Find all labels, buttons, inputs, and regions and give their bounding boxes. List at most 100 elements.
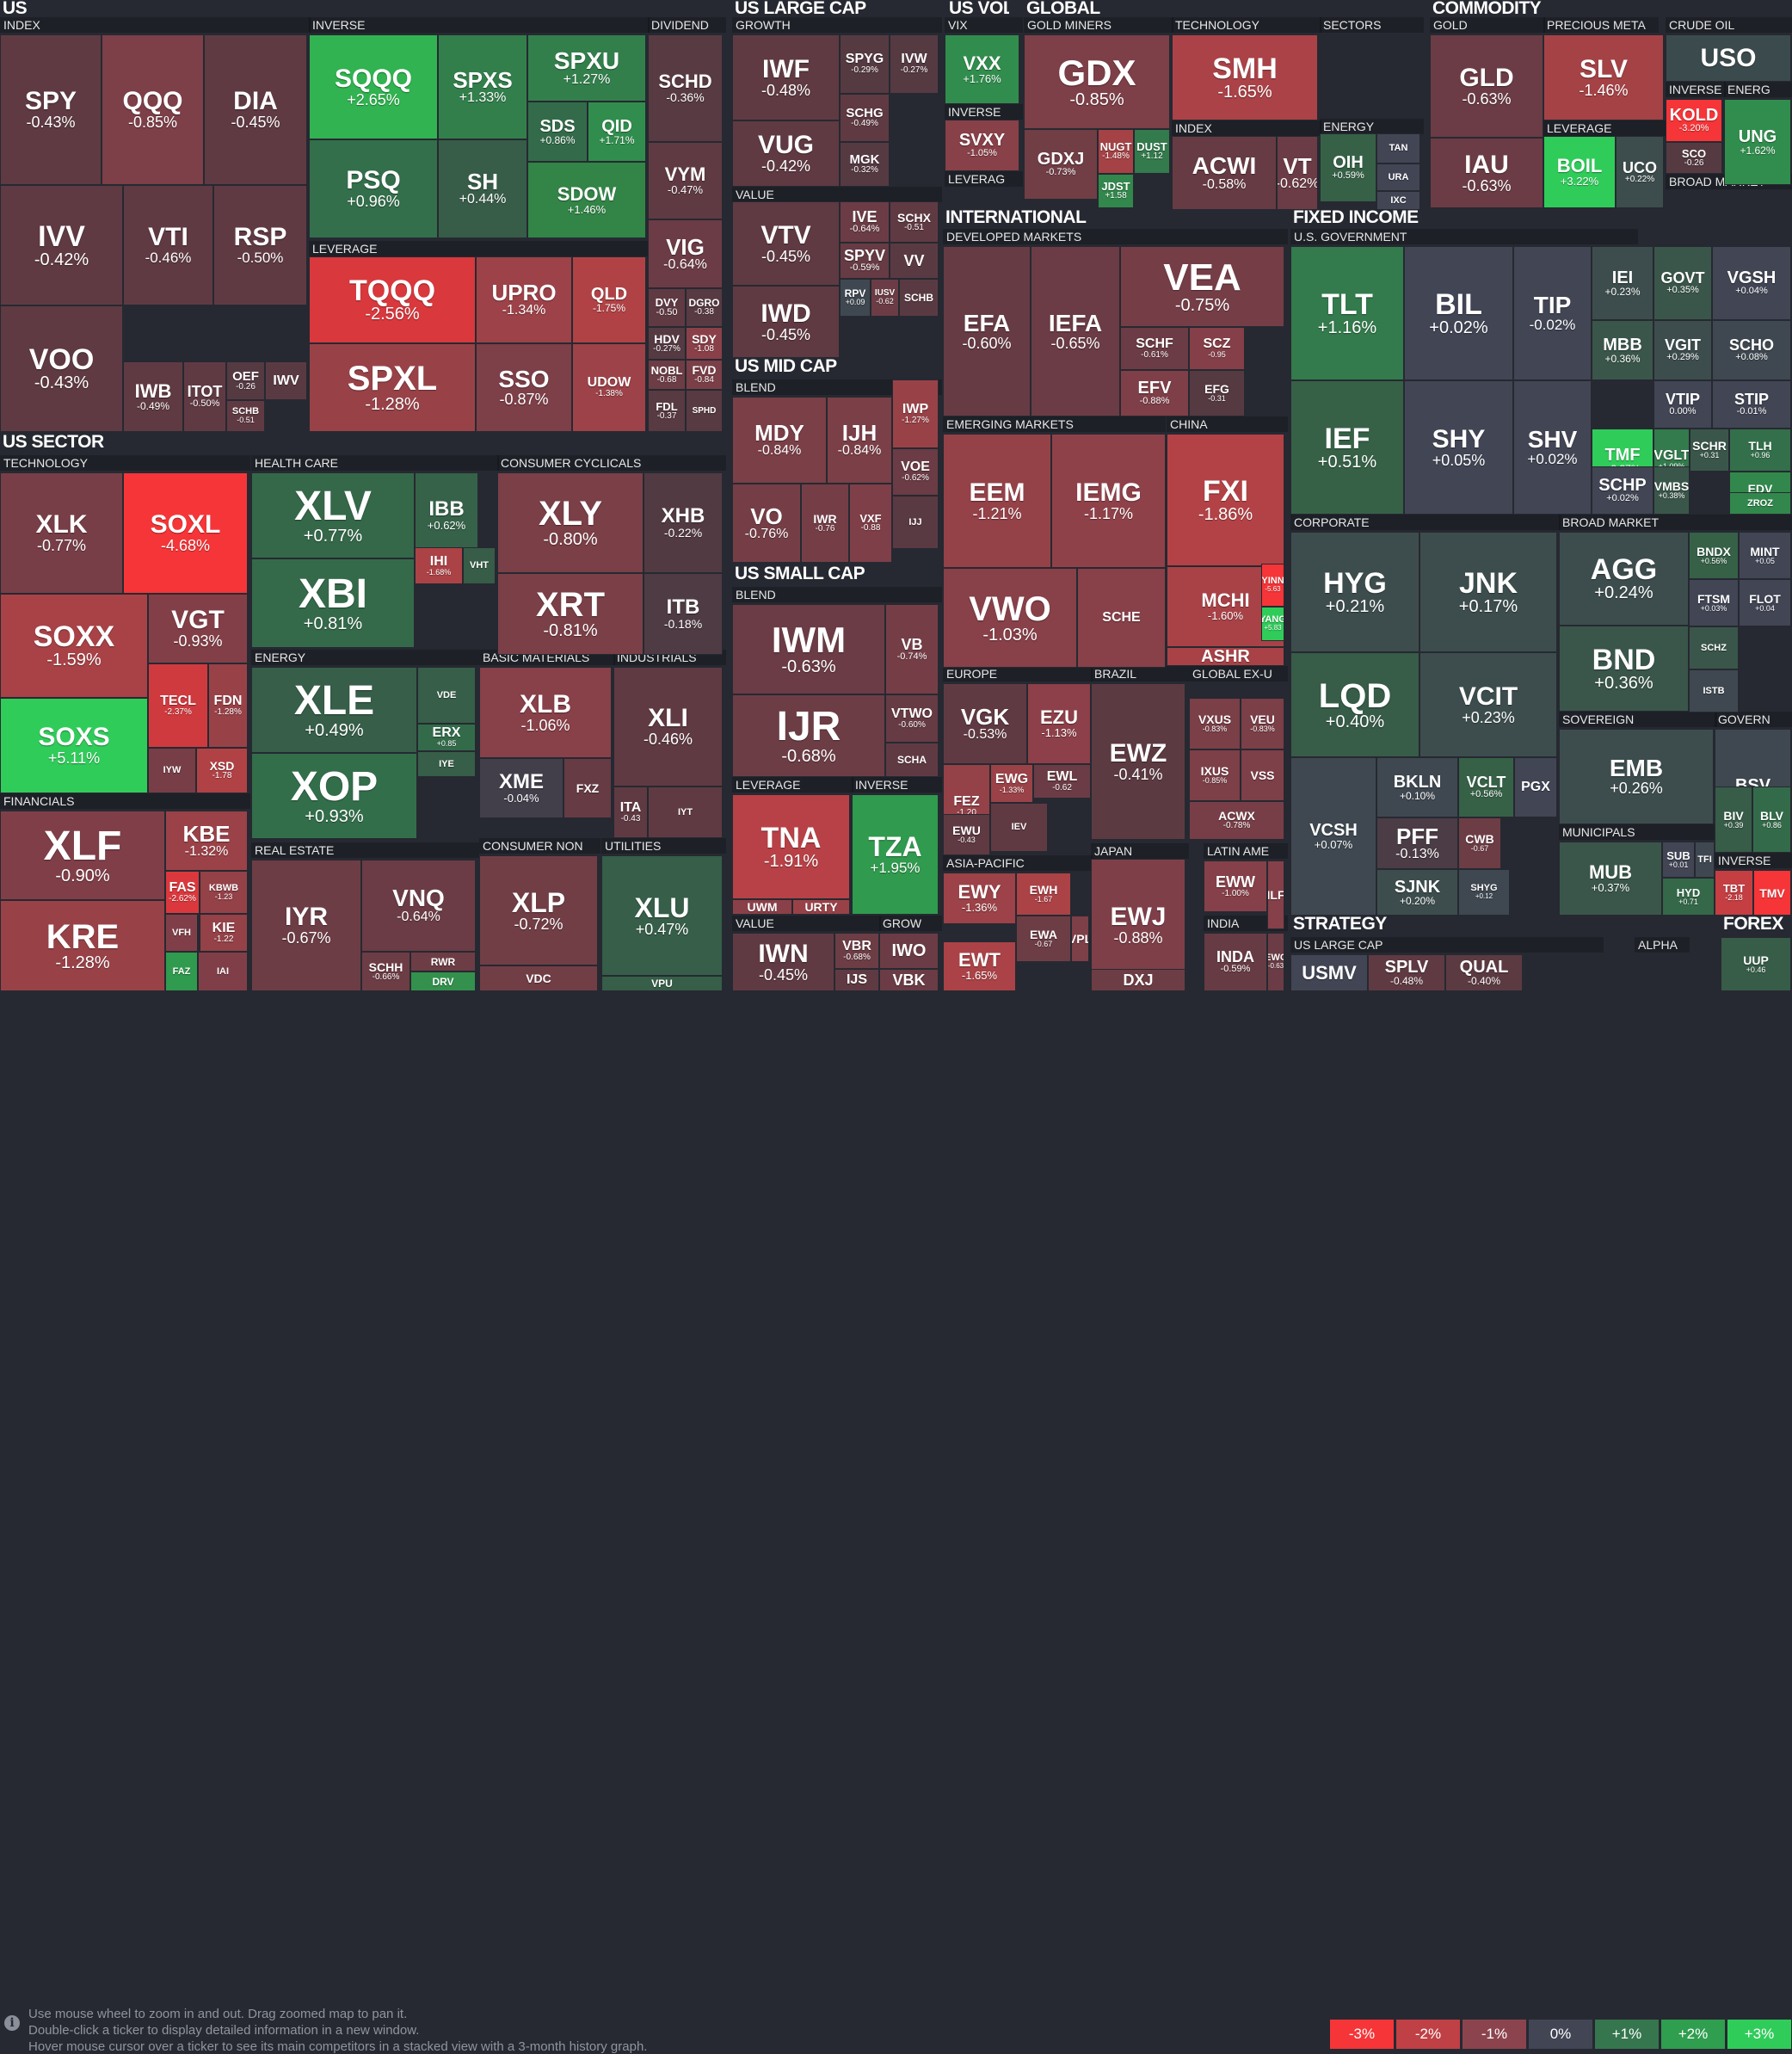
ticker-tile-vbr[interactable]: VBR -0.68% bbox=[834, 933, 879, 969]
ticker-tile-schb[interactable]: SCHB bbox=[899, 279, 939, 317]
ticker-tile-tecl[interactable]: TECL -2.37% bbox=[148, 663, 208, 748]
ticker-tile-vbk[interactable]: VBK bbox=[879, 969, 939, 991]
ticker-tile-kre[interactable]: KRE -1.28% bbox=[0, 900, 165, 991]
ticker-tile-efg[interactable]: EFG -0.31 bbox=[1189, 370, 1245, 416]
ticker-tile-scha[interactable]: SCHA bbox=[885, 743, 939, 777]
ticker-tile-sso[interactable]: SSO -0.87% bbox=[476, 343, 572, 432]
ticker-tile-sco[interactable]: SCO -0.26 bbox=[1666, 142, 1722, 174]
ticker-tile-mint[interactable]: MINT +0.05 bbox=[1739, 532, 1791, 579]
ticker-tile-qid[interactable]: QID +1.71% bbox=[588, 102, 646, 162]
ticker-tile-hyd[interactable]: HYD +0.71 bbox=[1662, 878, 1715, 916]
ticker-tile-iev[interactable]: IEV bbox=[990, 803, 1048, 852]
ticker-tile-jnk[interactable]: JNK +0.17% bbox=[1419, 532, 1557, 652]
ticker-tile-xrt[interactable]: XRT -0.81% bbox=[497, 573, 644, 655]
ticker-tile-iemg[interactable]: IEMG -1.17% bbox=[1051, 434, 1166, 568]
ticker-tile-ftsm[interactable]: FTSM +0.03% bbox=[1689, 579, 1739, 626]
ticker-tile-iwo[interactable]: IWO bbox=[879, 933, 939, 969]
ticker-tile-vxus[interactable]: VXUS -0.83% bbox=[1189, 698, 1241, 749]
ticker-tile-qld[interactable]: QLD -1.75% bbox=[572, 256, 646, 343]
ticker-tile-drv[interactable]: DRV bbox=[410, 971, 476, 991]
ticker-tile-vxf[interactable]: VXF -0.88 bbox=[849, 484, 892, 563]
ticker-tile-kbwb[interactable]: KBWB -1.23 bbox=[200, 871, 248, 914]
ticker-tile-ewh[interactable]: EWH -1.67 bbox=[1016, 873, 1071, 916]
ticker-tile-spxs[interactable]: SPXS +1.33% bbox=[438, 34, 527, 139]
ticker-tile-vtv[interactable]: VTV -0.45% bbox=[732, 201, 840, 286]
ticker-tile-ewy[interactable]: EWY -1.36% bbox=[943, 873, 1016, 924]
ticker-tile-vfh[interactable]: VFH bbox=[165, 914, 198, 952]
ticker-tile-itb[interactable]: ITB -0.18% bbox=[644, 573, 723, 655]
ticker-tile-nobl[interactable]: NOBL -0.68 bbox=[648, 360, 686, 390]
ticker-tile-ewl[interactable]: EWL -0.62 bbox=[1033, 764, 1091, 799]
ticker-tile-biv[interactable]: BIV +0.39 bbox=[1715, 786, 1752, 853]
ticker-tile-iwb[interactable]: IWB -0.49% bbox=[123, 361, 183, 432]
ticker-tile-udow[interactable]: UDOW -1.38% bbox=[572, 343, 646, 432]
ticker-tile-shyg[interactable]: SHYG +0.12 bbox=[1458, 869, 1510, 916]
ticker-tile-tmv[interactable]: TMV bbox=[1753, 870, 1791, 916]
ticker-tile-ewz[interactable]: EWZ -0.41% bbox=[1091, 683, 1185, 840]
ticker-tile-vxx[interactable]: VXX +1.76% bbox=[945, 34, 1019, 104]
ticker-tile-voo[interactable]: VOO -0.43% bbox=[0, 305, 123, 432]
ticker-tile-oih[interactable]: OIH +0.59% bbox=[1320, 133, 1376, 202]
ticker-tile-iai[interactable]: IAI bbox=[198, 952, 248, 991]
ticker-tile-iyr[interactable]: IYR -0.67% bbox=[251, 860, 361, 991]
ticker-tile-ivw[interactable]: IVW -0.27% bbox=[890, 34, 939, 94]
ticker-tile-emb[interactable]: EMB +0.26% bbox=[1559, 729, 1714, 824]
ticker-tile-soxl[interactable]: SOXL -4.68% bbox=[123, 472, 248, 594]
ticker-tile-scz[interactable]: SCZ -0.95 bbox=[1189, 327, 1245, 370]
ticker-tile-zroz[interactable]: ZROZ bbox=[1729, 492, 1791, 515]
ticker-tile-bndx[interactable]: BNDX +0.56% bbox=[1689, 532, 1739, 579]
ticker-tile-vpu[interactable]: VPU bbox=[601, 976, 723, 991]
ticker-tile-ita[interactable]: ITA -0.43 bbox=[613, 786, 648, 838]
ticker-tile-qqq[interactable]: QQQ -0.85% bbox=[102, 34, 204, 185]
ticker-tile-sh[interactable]: SH +0.44% bbox=[438, 139, 527, 238]
ticker-tile-soxs[interactable]: SOXS +5.11% bbox=[0, 698, 148, 793]
ticker-tile-ura[interactable]: URA bbox=[1376, 163, 1420, 191]
ticker-tile-psq[interactable]: PSQ +0.96% bbox=[309, 139, 438, 238]
ticker-tile-vmbs[interactable]: VMBS +0.38% bbox=[1653, 466, 1690, 515]
ticker-tile-bkln[interactable]: BKLN +0.10% bbox=[1376, 757, 1458, 817]
ticker-tile-iwd[interactable]: IWD -0.45% bbox=[732, 286, 840, 358]
ticker-tile-schx[interactable]: SCHX -0.51 bbox=[890, 201, 939, 243]
ticker-tile-efv[interactable]: EFV -0.88% bbox=[1120, 370, 1189, 416]
ticker-tile-smh[interactable]: SMH -1.65% bbox=[1172, 34, 1318, 120]
ticker-tile-ijr[interactable]: IJR -0.68% bbox=[732, 694, 885, 777]
ticker-tile-vb[interactable]: VB -0.74% bbox=[885, 604, 939, 694]
ticker-tile-vwo[interactable]: VWO -1.03% bbox=[943, 568, 1077, 668]
ticker-tile-mub[interactable]: MUB +0.37% bbox=[1559, 842, 1662, 916]
ticker-tile-ewg[interactable]: EWG -1.33% bbox=[990, 764, 1033, 803]
ticker-tile-fxz[interactable]: FXZ bbox=[563, 758, 612, 818]
ticker-tile-xhb[interactable]: XHB -0.22% bbox=[644, 472, 723, 573]
ticker-tile-vde[interactable]: VDE bbox=[417, 667, 476, 724]
ticker-tile-pff[interactable]: PFF -0.13% bbox=[1376, 817, 1458, 869]
ticker-tile-ief[interactable]: IEF +0.51% bbox=[1290, 380, 1404, 515]
ticker-tile-hdv[interactable]: HDV -0.27% bbox=[648, 327, 686, 360]
ticker-tile-vig[interactable]: VIG -0.64% bbox=[648, 219, 723, 288]
ticker-tile-kbe[interactable]: KBE -1.32% bbox=[165, 811, 248, 871]
ticker-tile-vdc[interactable]: VDC bbox=[479, 965, 598, 991]
ticker-tile-spy[interactable]: SPY -0.43% bbox=[0, 34, 102, 185]
ticker-tile-tbt[interactable]: TBT -2.18 bbox=[1715, 870, 1753, 916]
ticker-tile-gdx[interactable]: GDX -0.85% bbox=[1024, 34, 1170, 129]
ticker-tile-fvd[interactable]: FVD -0.84 bbox=[686, 360, 723, 390]
ticker-tile-vtwo[interactable]: VTWO -0.60% bbox=[885, 694, 939, 743]
ticker-tile-acwx[interactable]: ACWX -0.78% bbox=[1189, 801, 1284, 840]
ticker-tile-fdn[interactable]: FDN -1.28% bbox=[208, 663, 248, 748]
ticker-tile-spyv[interactable]: SPYV -0.59% bbox=[840, 243, 890, 279]
ticker-tile-pgx[interactable]: PGX bbox=[1514, 757, 1557, 817]
ticker-tile-inda[interactable]: INDA -0.59% bbox=[1204, 933, 1267, 991]
ticker-tile-iau[interactable]: IAU -0.63% bbox=[1430, 138, 1543, 208]
ticker-tile-xop[interactable]: XOP +0.93% bbox=[251, 753, 417, 839]
ticker-tile-ijh[interactable]: IJH -0.84% bbox=[827, 397, 892, 484]
ticker-tile-sds[interactable]: SDS +0.86% bbox=[527, 102, 588, 162]
ticker-tile-spyg[interactable]: SPYG -0.29% bbox=[840, 34, 890, 94]
ticker-tile-ashr[interactable]: ASHR bbox=[1167, 647, 1284, 666]
ticker-tile-bnd[interactable]: BND +0.36% bbox=[1559, 626, 1689, 712]
ticker-tile-voe[interactable]: VOE -0.62% bbox=[892, 448, 939, 496]
ticker-tile-fas[interactable]: FAS -2.62% bbox=[165, 871, 200, 914]
ticker-tile-tfi[interactable]: TFI bbox=[1695, 842, 1715, 878]
ticker-tile-iefa[interactable]: IEFA -0.65% bbox=[1031, 246, 1120, 416]
ticker-tile-sub[interactable]: SUB +0.01 bbox=[1662, 842, 1695, 878]
ticker-tile-iyt[interactable]: IYT bbox=[648, 786, 723, 838]
ticker-tile-dia[interactable]: DIA -0.45% bbox=[204, 34, 307, 185]
ticker-tile-vv[interactable]: VV bbox=[890, 243, 939, 279]
